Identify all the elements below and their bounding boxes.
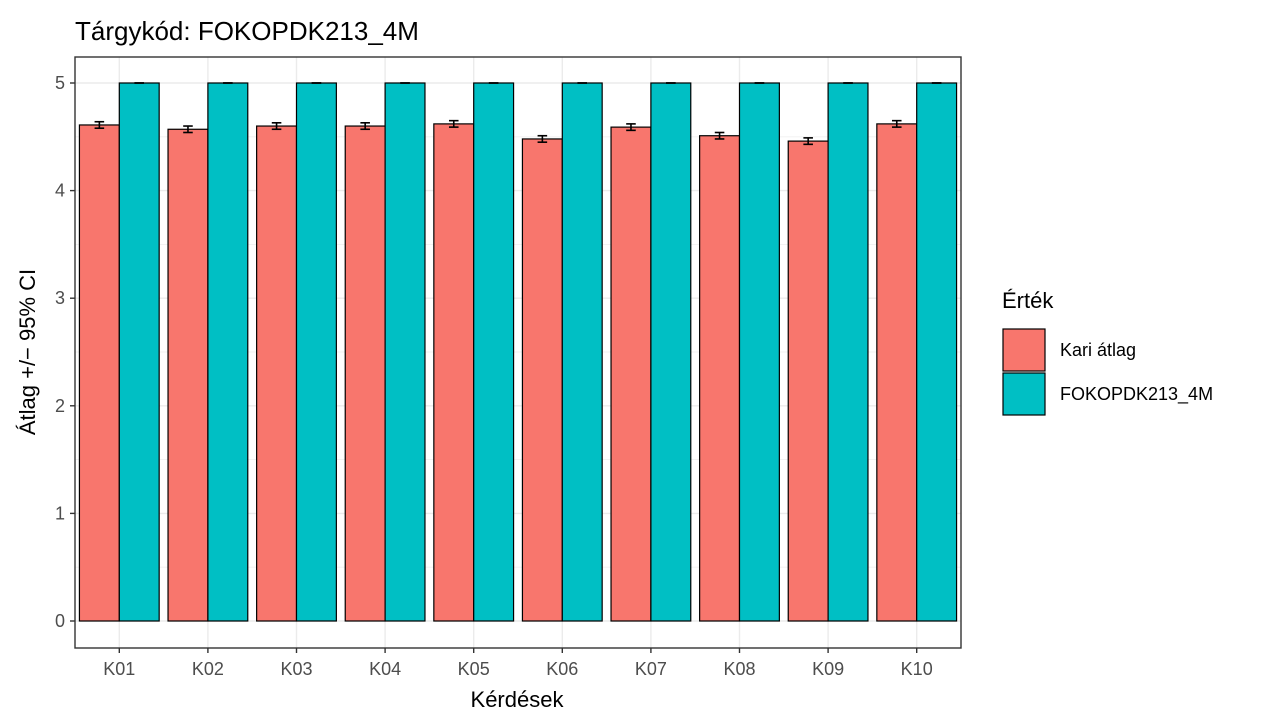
legend-label: Kari átlag bbox=[1060, 340, 1136, 360]
y-axis-title: Átlag +/− 95% CI bbox=[15, 269, 40, 435]
y-tick-label: 4 bbox=[55, 181, 65, 201]
y-axis: 0 1 2 3 4 5 bbox=[55, 73, 75, 631]
bar bbox=[295, 82, 337, 622]
legend-title: Érték bbox=[1002, 288, 1054, 313]
bar bbox=[650, 82, 692, 622]
bar bbox=[473, 82, 515, 622]
bar bbox=[876, 123, 918, 622]
bar bbox=[521, 138, 563, 622]
y-tick-label: 5 bbox=[55, 73, 65, 93]
x-axis: K01 K02 K03 K04 K05 K06 K07 K08 K09 K10 bbox=[103, 648, 933, 679]
bar bbox=[827, 82, 869, 622]
x-axis-title: Kérdések bbox=[471, 687, 565, 712]
bar bbox=[916, 82, 958, 622]
bar bbox=[344, 125, 386, 622]
legend-label: FOKOPDK213_4M bbox=[1060, 384, 1213, 405]
x-tick-label: K09 bbox=[812, 659, 844, 679]
bars bbox=[78, 82, 958, 622]
bar bbox=[78, 124, 120, 622]
bar bbox=[699, 135, 741, 622]
y-tick-label: 0 bbox=[55, 611, 65, 631]
chart-title: Tárgykód: FOKOPDK213_4M bbox=[75, 16, 419, 46]
x-tick-label: K05 bbox=[458, 659, 490, 679]
legend-key bbox=[1002, 328, 1046, 372]
x-tick-label: K02 bbox=[192, 659, 224, 679]
bar bbox=[738, 82, 780, 622]
bar bbox=[384, 82, 426, 622]
bar bbox=[433, 123, 475, 622]
x-tick-label: K10 bbox=[901, 659, 933, 679]
x-tick-label: K04 bbox=[369, 659, 401, 679]
bar bbox=[787, 140, 829, 622]
x-tick-label: K07 bbox=[635, 659, 667, 679]
error-bars bbox=[94, 82, 942, 146]
bar bbox=[207, 82, 249, 622]
x-tick-label: K03 bbox=[280, 659, 312, 679]
bar bbox=[256, 125, 298, 622]
x-tick-label: K01 bbox=[103, 659, 135, 679]
y-tick-label: 3 bbox=[55, 288, 65, 308]
x-tick-label: K08 bbox=[723, 659, 755, 679]
bar bbox=[167, 128, 209, 622]
bar bbox=[561, 82, 603, 622]
y-tick-label: 1 bbox=[55, 503, 65, 523]
x-tick-label: K06 bbox=[546, 659, 578, 679]
legend: Érték Kari átlag FOKOPDK213_4M bbox=[1002, 288, 1213, 416]
y-tick-label: 2 bbox=[55, 396, 65, 416]
bar bbox=[610, 126, 652, 622]
plot-border bbox=[74, 56, 962, 649]
bar bbox=[118, 82, 160, 622]
legend-key bbox=[1002, 372, 1046, 416]
